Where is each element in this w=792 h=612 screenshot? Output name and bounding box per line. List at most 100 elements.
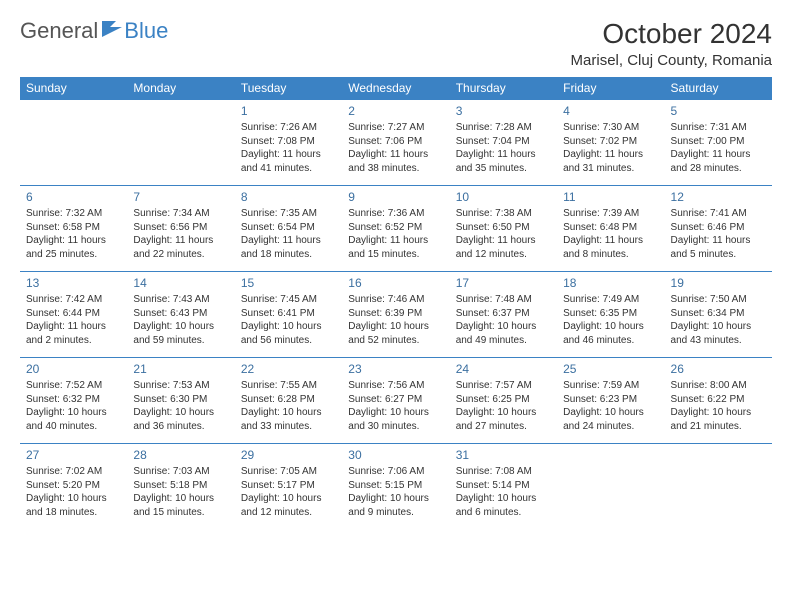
day-number: 3 xyxy=(456,103,551,119)
sunset-text: Sunset: 6:54 PM xyxy=(241,221,336,235)
sunrise-text: Sunrise: 7:31 AM xyxy=(671,121,766,135)
sunrise-text: Sunrise: 7:48 AM xyxy=(456,293,551,307)
calendar-day-cell: 13Sunrise: 7:42 AMSunset: 6:44 PMDayligh… xyxy=(20,272,127,358)
daylight-text: Daylight: 11 hours and 15 minutes. xyxy=(348,234,443,261)
weekday-header: Sunday xyxy=(20,77,127,100)
calendar-week-row: 20Sunrise: 7:52 AMSunset: 6:32 PMDayligh… xyxy=(20,358,772,444)
sunset-text: Sunset: 7:04 PM xyxy=(456,135,551,149)
daylight-text: Daylight: 11 hours and 41 minutes. xyxy=(241,148,336,175)
calendar-day-cell: 16Sunrise: 7:46 AMSunset: 6:39 PMDayligh… xyxy=(342,272,449,358)
day-number: 12 xyxy=(671,189,766,205)
day-number: 31 xyxy=(456,447,551,463)
sunrise-text: Sunrise: 7:32 AM xyxy=(26,207,121,221)
daylight-text: Daylight: 10 hours and 27 minutes. xyxy=(456,406,551,433)
weekday-header: Thursday xyxy=(450,77,557,100)
daylight-text: Daylight: 10 hours and 49 minutes. xyxy=(456,320,551,347)
daylight-text: Daylight: 10 hours and 36 minutes. xyxy=(133,406,228,433)
day-number: 11 xyxy=(563,189,658,205)
calendar-day-cell: 26Sunrise: 8:00 AMSunset: 6:22 PMDayligh… xyxy=(665,358,772,444)
sunset-text: Sunset: 7:06 PM xyxy=(348,135,443,149)
daylight-text: Daylight: 10 hours and 12 minutes. xyxy=(241,492,336,519)
sunrise-text: Sunrise: 7:57 AM xyxy=(456,379,551,393)
daylight-text: Daylight: 10 hours and 40 minutes. xyxy=(26,406,121,433)
day-number: 15 xyxy=(241,275,336,291)
day-number: 9 xyxy=(348,189,443,205)
daylight-text: Daylight: 10 hours and 30 minutes. xyxy=(348,406,443,433)
calendar-day-cell: 17Sunrise: 7:48 AMSunset: 6:37 PMDayligh… xyxy=(450,272,557,358)
daylight-text: Daylight: 11 hours and 12 minutes. xyxy=(456,234,551,261)
calendar-day-cell: 3Sunrise: 7:28 AMSunset: 7:04 PMDaylight… xyxy=(450,100,557,186)
sunrise-text: Sunrise: 8:00 AM xyxy=(671,379,766,393)
sunrise-text: Sunrise: 7:05 AM xyxy=(241,465,336,479)
calendar-day-cell: 8Sunrise: 7:35 AMSunset: 6:54 PMDaylight… xyxy=(235,186,342,272)
calendar-week-row: 27Sunrise: 7:02 AMSunset: 5:20 PMDayligh… xyxy=(20,444,772,530)
title-block: October 2024 Marisel, Cluj County, Roman… xyxy=(571,18,772,69)
sunrise-text: Sunrise: 7:27 AM xyxy=(348,121,443,135)
sunset-text: Sunset: 6:50 PM xyxy=(456,221,551,235)
daylight-text: Daylight: 10 hours and 33 minutes. xyxy=(241,406,336,433)
daylight-text: Daylight: 10 hours and 24 minutes. xyxy=(563,406,658,433)
sunset-text: Sunset: 6:39 PM xyxy=(348,307,443,321)
sunrise-text: Sunrise: 7:38 AM xyxy=(456,207,551,221)
calendar-day-cell: 6Sunrise: 7:32 AMSunset: 6:58 PMDaylight… xyxy=(20,186,127,272)
sunrise-text: Sunrise: 7:53 AM xyxy=(133,379,228,393)
sunset-text: Sunset: 6:25 PM xyxy=(456,393,551,407)
daylight-text: Daylight: 11 hours and 18 minutes. xyxy=(241,234,336,261)
day-number: 16 xyxy=(348,275,443,291)
sunset-text: Sunset: 6:56 PM xyxy=(133,221,228,235)
calendar-day-cell: 1Sunrise: 7:26 AMSunset: 7:08 PMDaylight… xyxy=(235,100,342,186)
daylight-text: Daylight: 11 hours and 35 minutes. xyxy=(456,148,551,175)
sunrise-text: Sunrise: 7:34 AM xyxy=(133,207,228,221)
weekday-header: Friday xyxy=(557,77,664,100)
calendar-day-cell: 24Sunrise: 7:57 AMSunset: 6:25 PMDayligh… xyxy=(450,358,557,444)
sunset-text: Sunset: 5:18 PM xyxy=(133,479,228,493)
day-number: 22 xyxy=(241,361,336,377)
sunset-text: Sunset: 6:48 PM xyxy=(563,221,658,235)
logo-general: General xyxy=(20,18,98,44)
day-number: 13 xyxy=(26,275,121,291)
logo: General Blue xyxy=(20,18,168,44)
calendar-day-cell: 2Sunrise: 7:27 AMSunset: 7:06 PMDaylight… xyxy=(342,100,449,186)
sunrise-text: Sunrise: 7:35 AM xyxy=(241,207,336,221)
calendar-day-cell: 23Sunrise: 7:56 AMSunset: 6:27 PMDayligh… xyxy=(342,358,449,444)
calendar-week-row: 6Sunrise: 7:32 AMSunset: 6:58 PMDaylight… xyxy=(20,186,772,272)
sunrise-text: Sunrise: 7:50 AM xyxy=(671,293,766,307)
calendar-body: 1Sunrise: 7:26 AMSunset: 7:08 PMDaylight… xyxy=(20,100,772,530)
day-number: 20 xyxy=(26,361,121,377)
daylight-text: Daylight: 11 hours and 31 minutes. xyxy=(563,148,658,175)
sunset-text: Sunset: 6:46 PM xyxy=(671,221,766,235)
weekday-header: Monday xyxy=(127,77,234,100)
calendar-day-cell: 31Sunrise: 7:08 AMSunset: 5:14 PMDayligh… xyxy=(450,444,557,530)
day-number: 10 xyxy=(456,189,551,205)
sunrise-text: Sunrise: 7:02 AM xyxy=(26,465,121,479)
sunrise-text: Sunrise: 7:45 AM xyxy=(241,293,336,307)
calendar-day-cell: 9Sunrise: 7:36 AMSunset: 6:52 PMDaylight… xyxy=(342,186,449,272)
sunset-text: Sunset: 6:22 PM xyxy=(671,393,766,407)
sunset-text: Sunset: 7:02 PM xyxy=(563,135,658,149)
sunset-text: Sunset: 7:00 PM xyxy=(671,135,766,149)
sunset-text: Sunset: 5:17 PM xyxy=(241,479,336,493)
day-number: 7 xyxy=(133,189,228,205)
sunrise-text: Sunrise: 7:03 AM xyxy=(133,465,228,479)
day-number: 25 xyxy=(563,361,658,377)
daylight-text: Daylight: 11 hours and 2 minutes. xyxy=(26,320,121,347)
weekday-header: Saturday xyxy=(665,77,772,100)
logo-flag-icon xyxy=(102,21,122,42)
calendar-week-row: 1Sunrise: 7:26 AMSunset: 7:08 PMDaylight… xyxy=(20,100,772,186)
daylight-text: Daylight: 10 hours and 59 minutes. xyxy=(133,320,228,347)
sunrise-text: Sunrise: 7:08 AM xyxy=(456,465,551,479)
daylight-text: Daylight: 11 hours and 5 minutes. xyxy=(671,234,766,261)
day-number: 6 xyxy=(26,189,121,205)
day-number: 1 xyxy=(241,103,336,119)
sunrise-text: Sunrise: 7:59 AM xyxy=(563,379,658,393)
calendar-day-cell: 10 Sunrise: 7:38 AMSunset: 6:50 PMDayligh… xyxy=(450,186,557,272)
sunset-text: Sunset: 6:23 PM xyxy=(563,393,658,407)
calendar-day-cell: 14Sunrise: 7:43 AMSunset: 6:43 PMDayligh… xyxy=(127,272,234,358)
sunset-text: Sunset: 6:28 PM xyxy=(241,393,336,407)
day-number: 29 xyxy=(241,447,336,463)
weekday-header-row: SundayMondayTuesdayWednesdayThursdayFrid… xyxy=(20,77,772,100)
calendar-day-cell xyxy=(127,100,234,186)
day-number: 30 xyxy=(348,447,443,463)
day-number: 2 xyxy=(348,103,443,119)
calendar-day-cell: 5Sunrise: 7:31 AMSunset: 7:00 PMDaylight… xyxy=(665,100,772,186)
